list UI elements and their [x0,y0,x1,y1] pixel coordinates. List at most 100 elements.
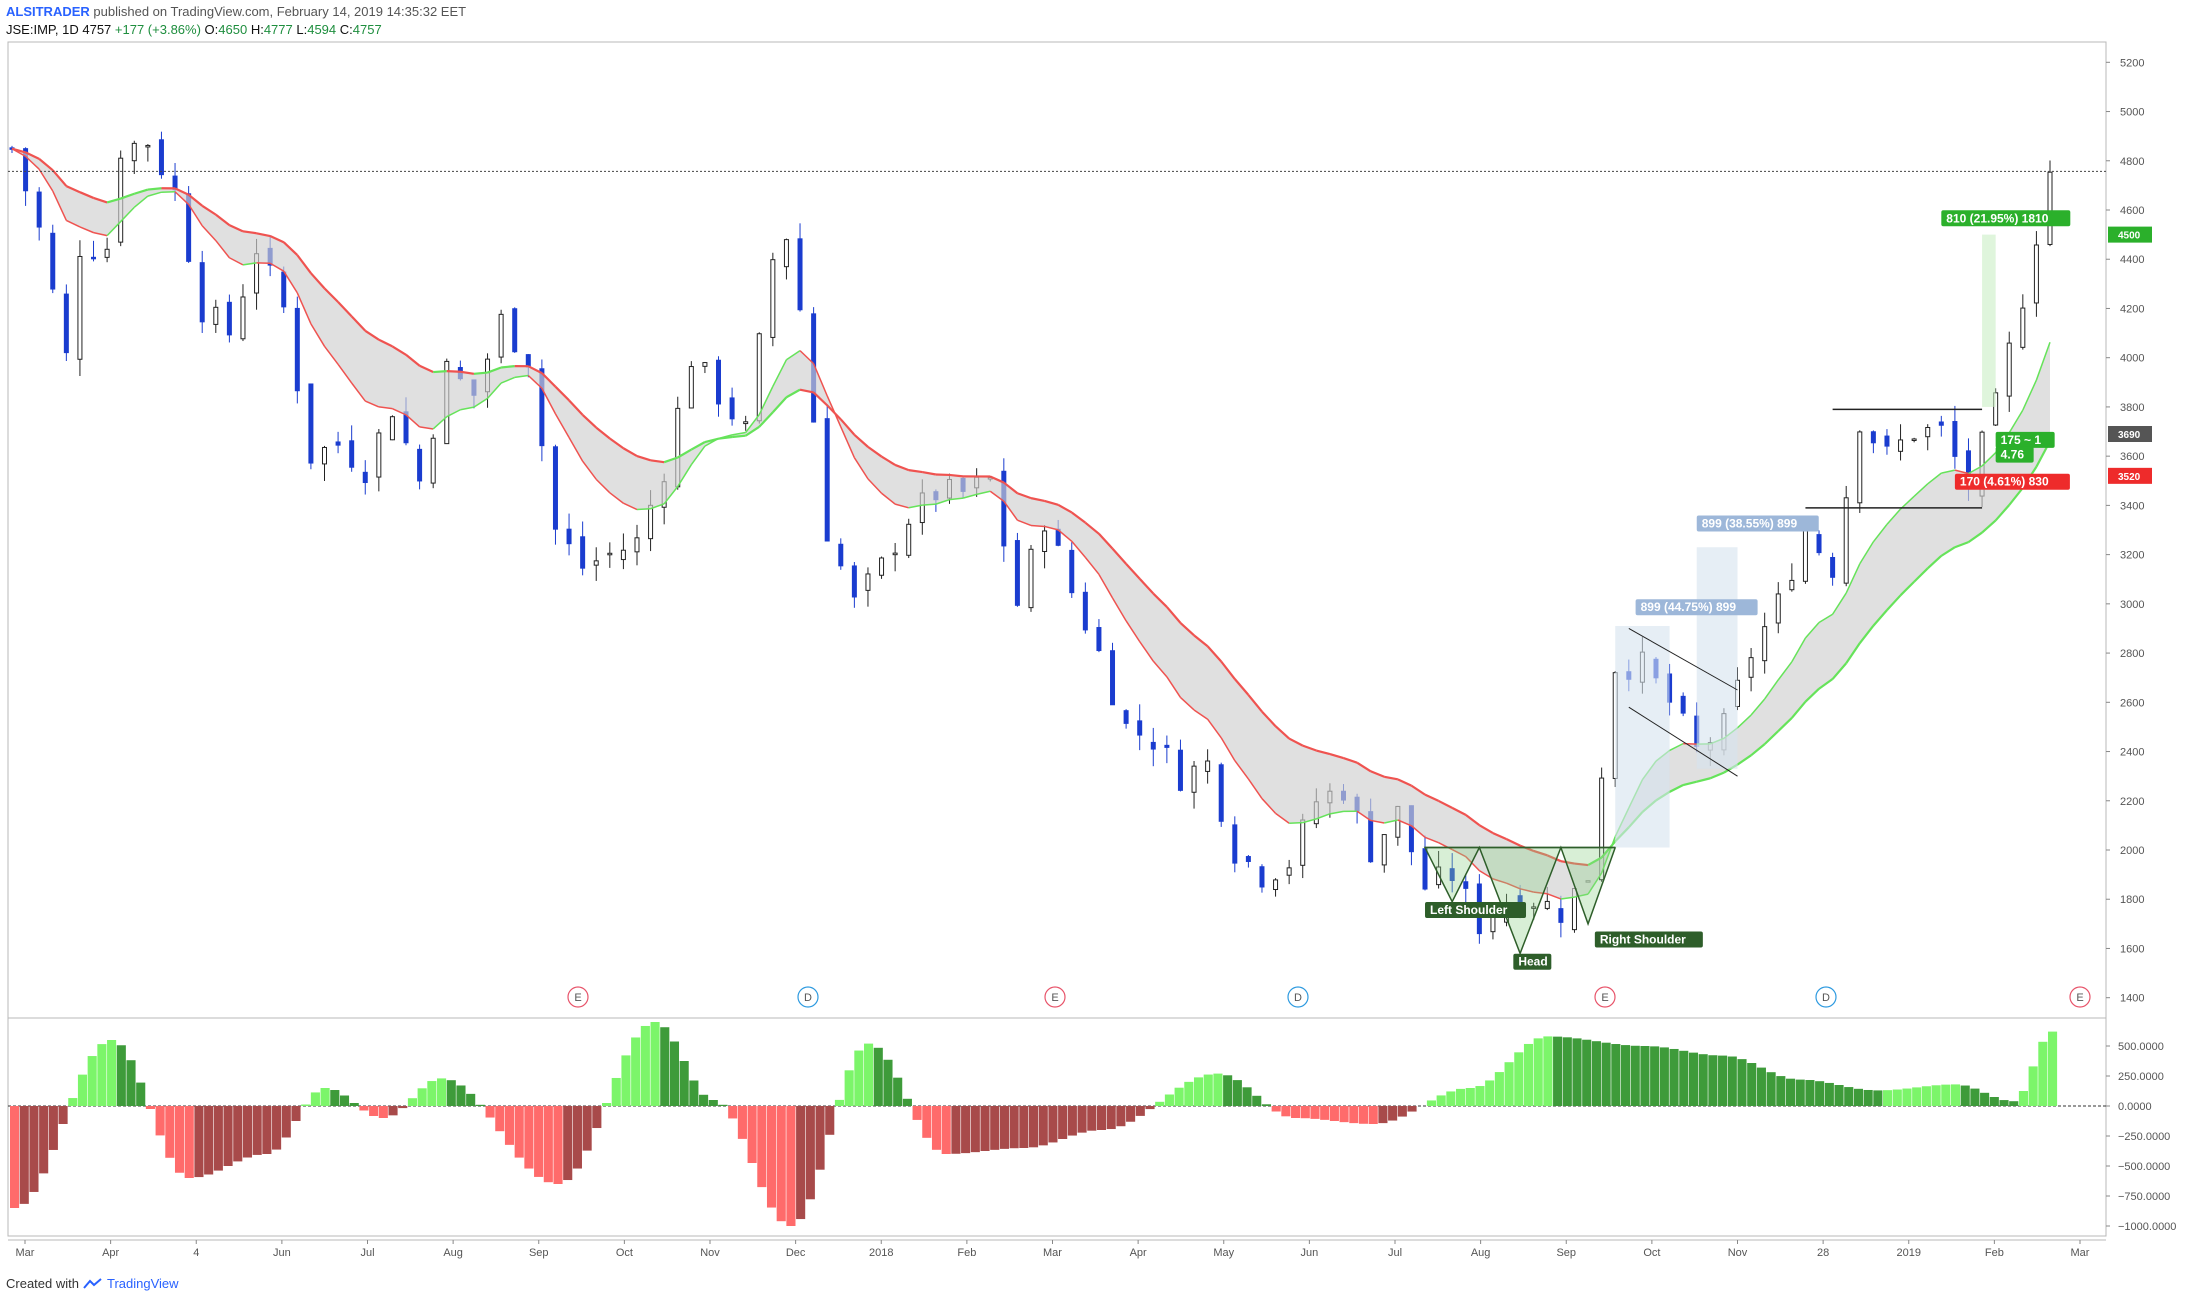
close-value: 4757 [352,22,382,37]
slow-ma-line [2008,487,2024,506]
slow-ma-line [79,191,94,199]
slow-ma-line [242,230,257,235]
slow-ma-line [663,456,679,464]
candle-body [1925,426,1931,438]
histogram-bar [1669,1048,1679,1106]
fast-ma-line [582,460,597,480]
annotation-label: 175 ~ 1 [2001,433,2042,447]
fast-ma-line [799,350,815,365]
histogram-bar [941,1106,951,1154]
histogram-bar [204,1106,214,1175]
slow-ma-line [1098,533,1114,550]
histogram-bar [456,1085,466,1106]
histogram-bar [1834,1085,1844,1106]
fast-ma-line [1384,819,1399,824]
slow-ma-line [1247,694,1263,713]
slow-ma-line [1519,844,1535,852]
fast-ma-line [623,502,638,511]
fast-ma-line [460,406,475,411]
candle-body [1816,534,1822,554]
tradingview-logo-icon [83,1277,102,1289]
candle-body [1789,579,1795,591]
fast-ma-line [215,240,230,259]
histogram-bar [466,1093,476,1106]
candle-body [63,293,69,354]
fast-ma-line [405,414,421,428]
fast-ma-line [1764,679,1779,700]
histogram-bar [1261,1104,1272,1106]
histogram-bar [640,1025,650,1106]
fast-ma-line [1954,469,1969,475]
histogram-bar [1155,1101,1165,1106]
annotation-badge [1941,210,2071,227]
histogram-bar [757,1106,767,1188]
histogram-bar [378,1106,388,1118]
fast-ma-line [976,490,991,496]
histogram-bar [1407,1106,1417,1112]
candle-body [1164,744,1170,748]
histogram-bar [485,1106,495,1118]
histogram-bar [747,1106,757,1163]
candle-body [145,144,151,148]
fast-ma-line [1289,821,1303,825]
histogram-bar [2018,1091,2028,1106]
histogram-bar [1184,1081,1194,1106]
histogram-bar [1523,1043,1534,1106]
histogram-bar [563,1106,573,1181]
candle-body [1531,906,1537,909]
histogram-bar [1620,1045,1631,1106]
candle-body [1422,848,1428,890]
fast-ma-line [2022,379,2038,411]
x-axis-label: 2018 [869,1247,893,1259]
x-axis-label: Mar [2071,1247,2090,1259]
fast-ma-line [283,270,298,294]
price-tick-label: 5200 [2120,57,2144,69]
histogram-bar [1019,1106,1029,1148]
histogram-bar [1126,1106,1136,1122]
candle-body [1150,741,1156,750]
histogram-bar [931,1106,942,1150]
candle-body [1449,868,1455,881]
candle-body [716,359,722,405]
histogram-bar [359,1106,369,1111]
fast-ma-line [935,498,950,505]
fast-ma-line [1329,810,1344,815]
histogram-bar [272,1106,282,1150]
fast-ma-line [595,478,611,494]
histogram-bar [1883,1090,1893,1106]
annotation-badge [1513,953,1552,970]
channel-top-line [1628,628,1738,691]
tradingview-brand[interactable]: TradingView [106,1276,179,1291]
slow-ma-line [718,435,733,440]
slow-ma-line [1858,625,1875,644]
fast-ma-line [66,219,81,228]
histogram-bar [553,1106,563,1184]
x-axis-label: Feb [957,1247,976,1259]
histogram-bar [902,1098,912,1106]
fast-ma-line [1438,841,1453,851]
candle-body [1096,627,1102,652]
histogram-bar [184,1106,194,1178]
slow-ma-line [1179,622,1195,637]
histogram-bar [29,1106,39,1192]
slow-ma-line [880,455,896,466]
slow-ma-line [51,169,68,187]
fast-ma-line [1587,872,1603,895]
histogram-bar [1815,1081,1825,1106]
event-marker [1594,986,1616,1008]
annotation-badge [1995,431,2055,448]
candle-body [389,416,395,441]
slow-ma-line [1804,687,1820,703]
event-marker-label: E [1601,992,1608,1004]
slow-ma-line [1845,642,1861,664]
candle-body [158,139,164,176]
slow-ma-line [1030,497,1045,503]
author-name[interactable]: ALSITRADER [6,4,90,19]
candle-body [783,239,789,268]
fast-ma-line [446,409,461,418]
fast-ma-line [1247,778,1263,799]
price-badge-label: 4500 [2118,231,2141,242]
histogram-bar [1553,1036,1563,1106]
slow-ma-line [1791,700,1807,719]
